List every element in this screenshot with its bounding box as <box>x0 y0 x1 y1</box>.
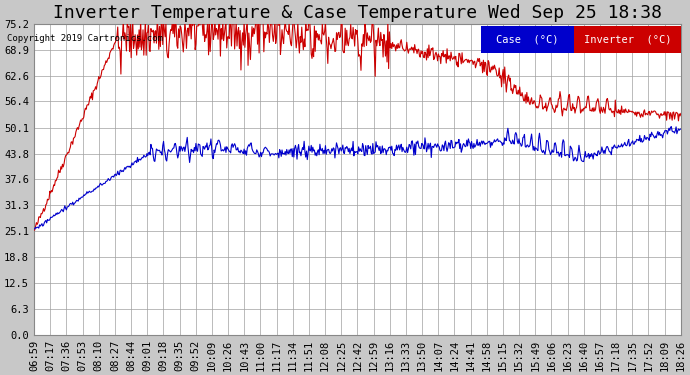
Text: Case  (°C): Case (°C) <box>496 34 559 44</box>
Text: Inverter  (°C): Inverter (°C) <box>584 34 671 44</box>
Text: Copyright 2019 Cartronics.com: Copyright 2019 Cartronics.com <box>7 34 163 43</box>
Title: Inverter Temperature & Case Temperature Wed Sep 25 18:38: Inverter Temperature & Case Temperature … <box>53 4 662 22</box>
